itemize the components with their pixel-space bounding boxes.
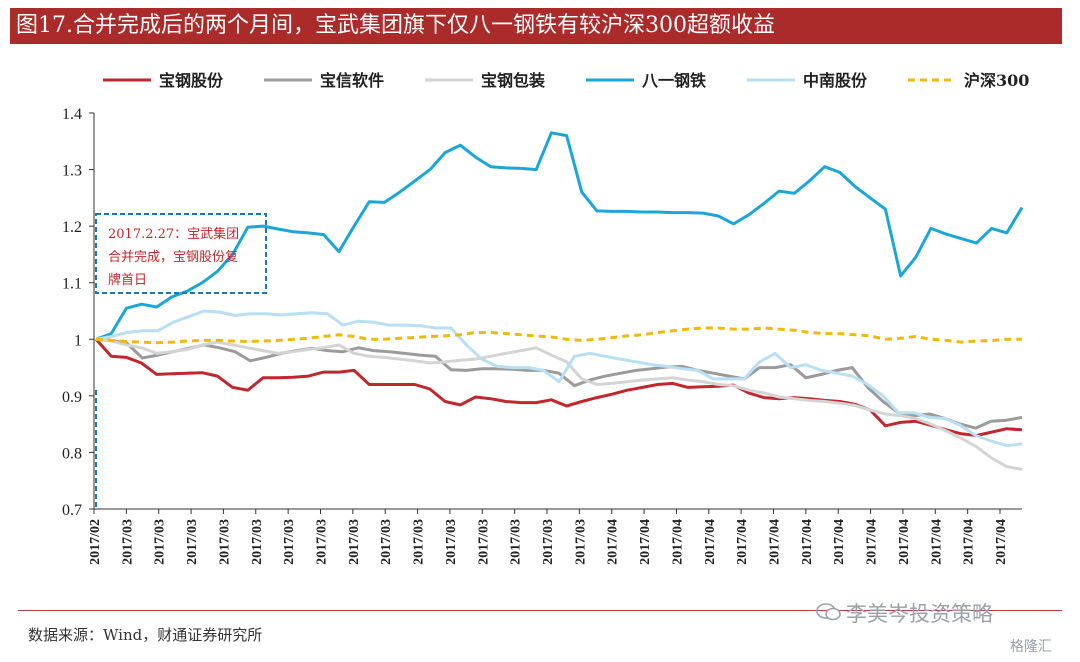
source-note: 数据来源：Wind，财通证券研究所 [28, 626, 263, 644]
chart-legend: 宝钢股份 宝信软件 宝钢包装 八一钢铁 中南股份 沪深300 [103, 71, 1029, 90]
x-tick-label: 2017/04 [703, 519, 718, 565]
annotation-box [95, 213, 267, 294]
legend-label-5: 沪深300 [964, 71, 1029, 90]
x-tick-label: 2017/04 [606, 519, 621, 565]
watermark-logo-text: 格隆汇 [1010, 639, 1052, 655]
x-tick-label: 2017/04 [897, 519, 912, 565]
x-tick-label: 2017/03 [412, 519, 427, 565]
x-tick-label: 2017/04 [735, 519, 750, 565]
x-tick-label: 2017/04 [638, 519, 653, 565]
x-tick-label: 2017/03 [185, 519, 200, 565]
x-tick-label: 2017/03 [476, 519, 491, 565]
x-tick-label: 2017/03 [541, 519, 556, 565]
x-tick-label: 2017/03 [217, 519, 232, 565]
series-line-0 [94, 338, 1023, 437]
chart-annotation: 2017.2.27：宝武集团 合并完成，宝钢股份复 牌首日 [95, 213, 267, 510]
legend-label-1: 宝信软件 [320, 71, 384, 90]
legend-label-3: 八一钢铁 [641, 71, 706, 90]
x-tick-label: 2017/04 [929, 519, 944, 565]
x-tick-label: 2017/03 [250, 519, 265, 565]
x-tick-label: 2017/04 [768, 519, 783, 565]
x-tick-label: 2017/03 [573, 519, 588, 565]
watermark-text: 李美岑投资策略 [846, 602, 993, 626]
x-tick-label: 2017/04 [832, 519, 847, 565]
legend-label-2: 宝钢包装 [481, 71, 545, 90]
y-tick-label: 0.9 [62, 389, 82, 406]
x-tick-label: 2017/04 [994, 519, 1009, 565]
series-line-2 [95, 337, 1023, 471]
x-tick-label: 2017/04 [670, 519, 685, 565]
x-tick-label: 2017/04 [865, 519, 880, 565]
bottom-divider [18, 610, 1062, 611]
x-tick-label: 2017/03 [444, 519, 459, 565]
chart-axes: 0.7 0.8 0.9 1 1.1 1.2 1.3 1.4 2017/02 2017/03 2017… [62, 106, 1022, 565]
y-tick-label: 1.1 [62, 276, 82, 293]
legend-label-4: 中南股份 [803, 71, 868, 90]
series-line-5 [95, 326, 1022, 345]
line-chart: 宝钢股份 宝信软件 宝钢包装 八一钢铁 中南股份 沪深300 0.7 0.8 0.9 1 1.1 1… [62, 71, 1029, 565]
series-line-1 [95, 337, 1023, 430]
y-tick-label: 1.4 [62, 106, 82, 123]
x-tick-label: 2017/03 [120, 519, 135, 565]
y-tick-label: 1.2 [62, 219, 82, 236]
x-tick-label: 2017/03 [379, 519, 394, 565]
series-line-4 [95, 309, 1023, 448]
x-tick-label: 2017/03 [315, 519, 330, 565]
x-tick-label: 2017/03 [282, 519, 297, 565]
annotation-text-line-3: 牌首日 [108, 272, 147, 288]
y-tick-label: 0.8 [62, 445, 82, 462]
y-tick-label: 1.3 [62, 163, 82, 180]
series-line-3 [95, 131, 1024, 341]
x-tick-label: 2017/03 [347, 519, 362, 565]
legend-label-0: 宝钢股份 [159, 71, 224, 90]
x-tick-label: 2017/04 [962, 519, 977, 565]
x-tick-label: 2017/03 [153, 519, 168, 565]
annotation-text-line-2: 合并完成，宝钢股份复 [108, 250, 238, 265]
wechat-icon [816, 603, 841, 621]
chart-series [94, 131, 1024, 471]
figure-title: 图17.合并完成后的两个月间，宝武集团旗下仅八一钢铁有较沪深300超额收益 [10, 8, 1062, 44]
x-tick-label: 2017/03 [509, 519, 524, 565]
y-tick-label: 0.7 [62, 502, 82, 519]
x-tick-label: 2017/02 [88, 519, 103, 565]
annotation-text-line-1: 2017.2.27：宝武集团 [108, 226, 239, 242]
y-tick-label: 1 [74, 332, 82, 349]
x-tick-label: 2017/04 [800, 519, 815, 565]
